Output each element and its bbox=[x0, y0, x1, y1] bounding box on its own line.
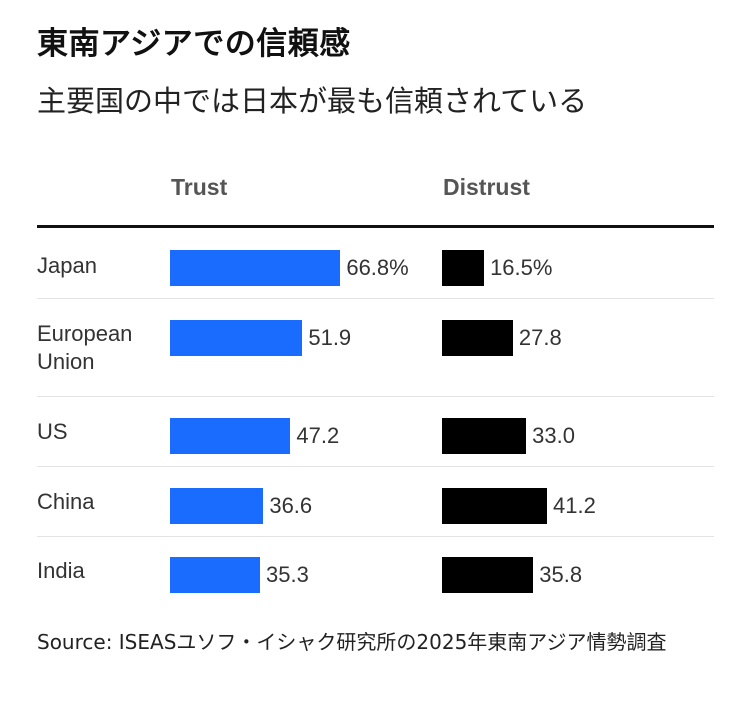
header-rule bbox=[37, 225, 714, 228]
category-label: China bbox=[37, 488, 167, 516]
trust-bar bbox=[170, 250, 341, 286]
trust-value-label: 66.8% bbox=[346, 255, 409, 280]
chart-subtitle: 主要国の中では日本が最も信頼されている bbox=[37, 84, 588, 118]
trust-value-label: 35.3 bbox=[266, 562, 309, 587]
trust-bar bbox=[170, 320, 303, 356]
distrust-value-label: 35.8 bbox=[539, 562, 583, 587]
row-separator bbox=[37, 396, 714, 397]
distrust-value-label: 33.0 bbox=[532, 423, 575, 448]
row-separator bbox=[37, 466, 714, 467]
category-label: US bbox=[37, 418, 167, 446]
chart-title: 東南アジアでの信頼感 bbox=[37, 26, 351, 62]
distrust-bar bbox=[442, 320, 513, 356]
distrust-value-label: 41.2 bbox=[553, 493, 596, 518]
category-label-line: Union bbox=[37, 349, 95, 374]
category-label: Japan bbox=[37, 252, 167, 280]
category-label-line: India bbox=[37, 558, 85, 583]
source-note: Source: ISEASユソフ・イシャク研究所の2025年東南アジア情勢調査 bbox=[37, 630, 667, 654]
distrust-bar bbox=[442, 557, 534, 593]
column-header-trust: Trust bbox=[171, 174, 228, 200]
category-label-line: China bbox=[37, 489, 95, 514]
distrust-bar bbox=[442, 250, 485, 286]
row-separator bbox=[37, 298, 714, 299]
trust-value-label: 36.6 bbox=[269, 493, 313, 518]
trust-value-label: 51.9 bbox=[308, 325, 352, 350]
column-header-distrust: Distrust bbox=[443, 174, 530, 200]
trust-bar bbox=[170, 557, 260, 593]
trust-bar bbox=[170, 488, 264, 524]
distrust-bar bbox=[442, 488, 548, 524]
category-label: European Union bbox=[37, 320, 167, 376]
category-label: India bbox=[37, 557, 167, 585]
trust-value-label: 47.2 bbox=[296, 423, 340, 448]
category-label-line: Japan bbox=[37, 253, 97, 278]
trust-bar bbox=[170, 418, 291, 454]
distrust-value-label: 27.8 bbox=[518, 325, 562, 350]
category-label-line: European bbox=[37, 321, 133, 346]
category-label-line: US bbox=[37, 419, 68, 444]
distrust-value-label: 16.5% bbox=[490, 255, 553, 280]
row-separator bbox=[37, 536, 714, 537]
distrust-bar bbox=[442, 418, 527, 454]
